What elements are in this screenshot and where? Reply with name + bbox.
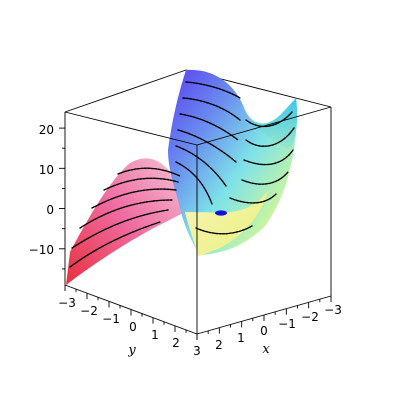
- z-tick-label: 0: [46, 203, 54, 217]
- surface-patch-lower-basin: [185, 190, 268, 256]
- contour-line: [229, 193, 277, 204]
- contour-lines: [69, 81, 295, 268]
- contour-line: [179, 113, 239, 141]
- contour-line: [245, 111, 293, 128]
- contour-line: [69, 221, 161, 268]
- z-tick-label: −10: [29, 243, 54, 257]
- contour-line: [243, 149, 294, 166]
- contour-line: [175, 145, 227, 187]
- contour-line: [79, 199, 173, 229]
- contour-line: [195, 225, 253, 235]
- y-tick-label: 3: [193, 344, 201, 358]
- contour-line: [241, 171, 289, 185]
- contour-line: [103, 177, 179, 191]
- z-tick-label: 10: [39, 163, 54, 177]
- surface: [66, 69, 298, 285]
- tick-marks: [59, 127, 332, 340]
- x-tick-label: −2: [301, 310, 319, 324]
- y-axis-label: y: [127, 343, 136, 358]
- contour-line: [91, 188, 177, 209]
- y-axis: −3 −2 −1 0 1 2 3 y: [58, 296, 201, 358]
- contour-line: [175, 161, 213, 205]
- y-tick-label: −3: [58, 296, 76, 310]
- contour-line: [182, 97, 241, 121]
- y-tick-label: −2: [80, 304, 98, 318]
- surface-patch-left-wing: [66, 158, 185, 285]
- x-axis-label: x: [262, 342, 270, 357]
- contour-line: [185, 81, 241, 99]
- y-tick-label: −1: [102, 312, 120, 326]
- y-tick-label: 2: [172, 336, 180, 350]
- z-tick-label: 20: [39, 123, 54, 137]
- surface-patch-back-sheet: [168, 69, 297, 256]
- x-tick-label: −1: [278, 317, 296, 331]
- x-tick-label: 2: [215, 338, 223, 352]
- x-tick-label: −3: [324, 303, 342, 317]
- x-tick-label: 1: [237, 331, 245, 345]
- y-tick-label: 1: [151, 328, 159, 342]
- critical-point-marker: [215, 210, 227, 216]
- y-tick-label: 0: [129, 320, 137, 334]
- contour-line: [245, 127, 295, 147]
- x-axis: 2 1 0 −1 −2 −3 x: [215, 303, 342, 357]
- z-axis: −10 0 10 20: [29, 123, 54, 257]
- contour-line: [71, 209, 169, 249]
- x-tick-label: 0: [260, 324, 268, 338]
- contour-line: [177, 129, 237, 163]
- contour-line: [117, 167, 181, 177]
